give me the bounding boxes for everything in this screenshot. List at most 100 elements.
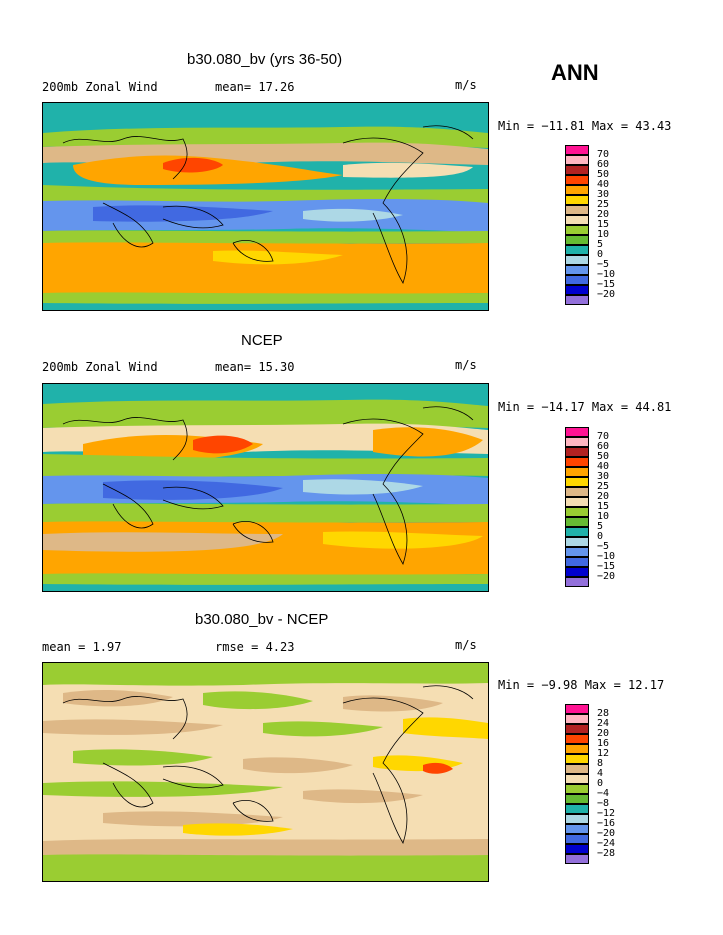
colorbar-label: 40 — [597, 179, 610, 190]
colorbar-label: 28 — [597, 708, 610, 719]
colorbar-swatch — [565, 215, 589, 225]
colorbar-swatch — [565, 175, 589, 185]
colorbar-swatch — [565, 804, 589, 814]
colorbar-swatch — [565, 834, 589, 844]
colorbar-swatch — [565, 457, 589, 467]
colorbar-label: 0 — [597, 778, 604, 789]
colorbar-label: 5 — [597, 521, 604, 532]
colorbar-label: 70 — [597, 431, 610, 442]
rmse-value: rmse = 4.23 — [215, 640, 295, 654]
colorbar-label: 10 — [597, 511, 610, 522]
colorbar-label: −15 — [597, 561, 616, 572]
colorbar-label: 20 — [597, 491, 610, 502]
contour-fill — [43, 663, 488, 881]
colorbar-label: −20 — [597, 571, 616, 582]
colorbar-label: −24 — [597, 838, 616, 849]
colorbar-label: 70 — [597, 149, 610, 160]
colorbar-swatch — [565, 527, 589, 537]
min-max-label: Min = −11.81 Max = 43.43 — [498, 119, 672, 133]
contour-map — [42, 662, 489, 882]
colorbar-label: 0 — [597, 531, 604, 542]
colorbar-label: 40 — [597, 461, 610, 472]
colorbar-swatch — [565, 245, 589, 255]
colorbar-swatch — [565, 854, 589, 864]
colorbar-label: −10 — [597, 551, 616, 562]
colorbar-label: 20 — [597, 209, 610, 220]
colorbar-swatch — [565, 824, 589, 834]
colorbar-label: 8 — [597, 758, 604, 769]
units-label: m/s — [455, 638, 477, 652]
colorbar-label: 15 — [597, 501, 610, 512]
panel-title: NCEP — [241, 332, 283, 349]
field-label: 200mb Zonal Wind — [42, 80, 158, 94]
colorbar-label: −12 — [597, 808, 616, 819]
colorbar-label: 60 — [597, 441, 610, 452]
colorbar-label: 24 — [597, 718, 610, 729]
colorbar-label: −20 — [597, 289, 616, 300]
colorbar-swatch — [565, 427, 589, 437]
colorbar-swatch — [565, 517, 589, 527]
colorbar-label: 50 — [597, 451, 610, 462]
contour-map — [42, 383, 489, 592]
colorbar-swatch — [565, 255, 589, 265]
colorbar-swatch — [565, 275, 589, 285]
contour-fill — [43, 384, 488, 591]
contour-map — [42, 102, 489, 311]
mean-value: mean= 17.26 — [215, 80, 295, 94]
colorbar-label: −15 — [597, 279, 616, 290]
field-label: 200mb Zonal Wind — [42, 360, 158, 374]
colorbar-label: 60 — [597, 159, 610, 170]
mean-value: mean= 15.30 — [215, 360, 295, 374]
colorbar-swatch — [565, 185, 589, 195]
colorbar-swatch — [565, 794, 589, 804]
colorbar-swatch — [565, 145, 589, 155]
colorbar-swatch — [565, 784, 589, 794]
colorbar-swatch — [565, 437, 589, 447]
colorbar-swatch — [565, 764, 589, 774]
colorbar-swatch — [565, 714, 589, 724]
colorbar-label: 5 — [597, 239, 604, 250]
colorbar-label: 16 — [597, 738, 610, 749]
colorbar-swatch — [565, 195, 589, 205]
colorbar-swatch — [565, 844, 589, 854]
units-label: m/s — [455, 78, 477, 92]
colorbar-swatch — [565, 754, 589, 764]
colorbar-label: 4 — [597, 768, 604, 779]
panel-title: b30.080_bv (yrs 36-50) — [187, 51, 343, 68]
colorbar-swatch — [565, 557, 589, 567]
colorbar-label: 30 — [597, 189, 610, 200]
colorbar-swatch — [565, 447, 589, 457]
colorbar-swatch — [565, 744, 589, 754]
colorbar-swatch — [565, 467, 589, 477]
colorbar-swatch — [565, 155, 589, 165]
colorbar-swatch — [565, 704, 589, 714]
colorbar-swatch — [565, 487, 589, 497]
colorbar-label: −20 — [597, 828, 616, 839]
colorbar-swatch — [565, 265, 589, 275]
colorbar-swatch — [565, 295, 589, 305]
season-label: ANN — [551, 60, 599, 85]
colorbar-label: −5 — [597, 541, 610, 552]
colorbar-swatch — [565, 547, 589, 557]
colorbar-swatch — [565, 734, 589, 744]
colorbar-swatch — [565, 497, 589, 507]
colorbar-label: 30 — [597, 471, 610, 482]
panel-title: b30.080_bv - NCEP — [195, 611, 329, 628]
colorbar-label: 0 — [597, 249, 604, 260]
colorbar-label: 15 — [597, 219, 610, 230]
colorbar-label: −28 — [597, 848, 616, 859]
colorbar-swatch — [565, 537, 589, 547]
colorbar-swatch — [565, 165, 589, 175]
min-max-label: Min = −9.98 Max = 12.17 — [498, 678, 665, 692]
colorbar-swatch — [565, 225, 589, 235]
colorbar-label: −4 — [597, 788, 610, 799]
colorbar-label: −8 — [597, 798, 610, 809]
colorbar-swatch — [565, 814, 589, 824]
mean-value: mean = 1.97 — [42, 640, 122, 654]
colorbar-label: 10 — [597, 229, 610, 240]
colorbar-label: 25 — [597, 199, 610, 210]
colorbar-label: −5 — [597, 259, 610, 270]
colorbar-swatch — [565, 724, 589, 734]
colorbar-label: −10 — [597, 269, 616, 280]
colorbar-swatch — [565, 477, 589, 487]
